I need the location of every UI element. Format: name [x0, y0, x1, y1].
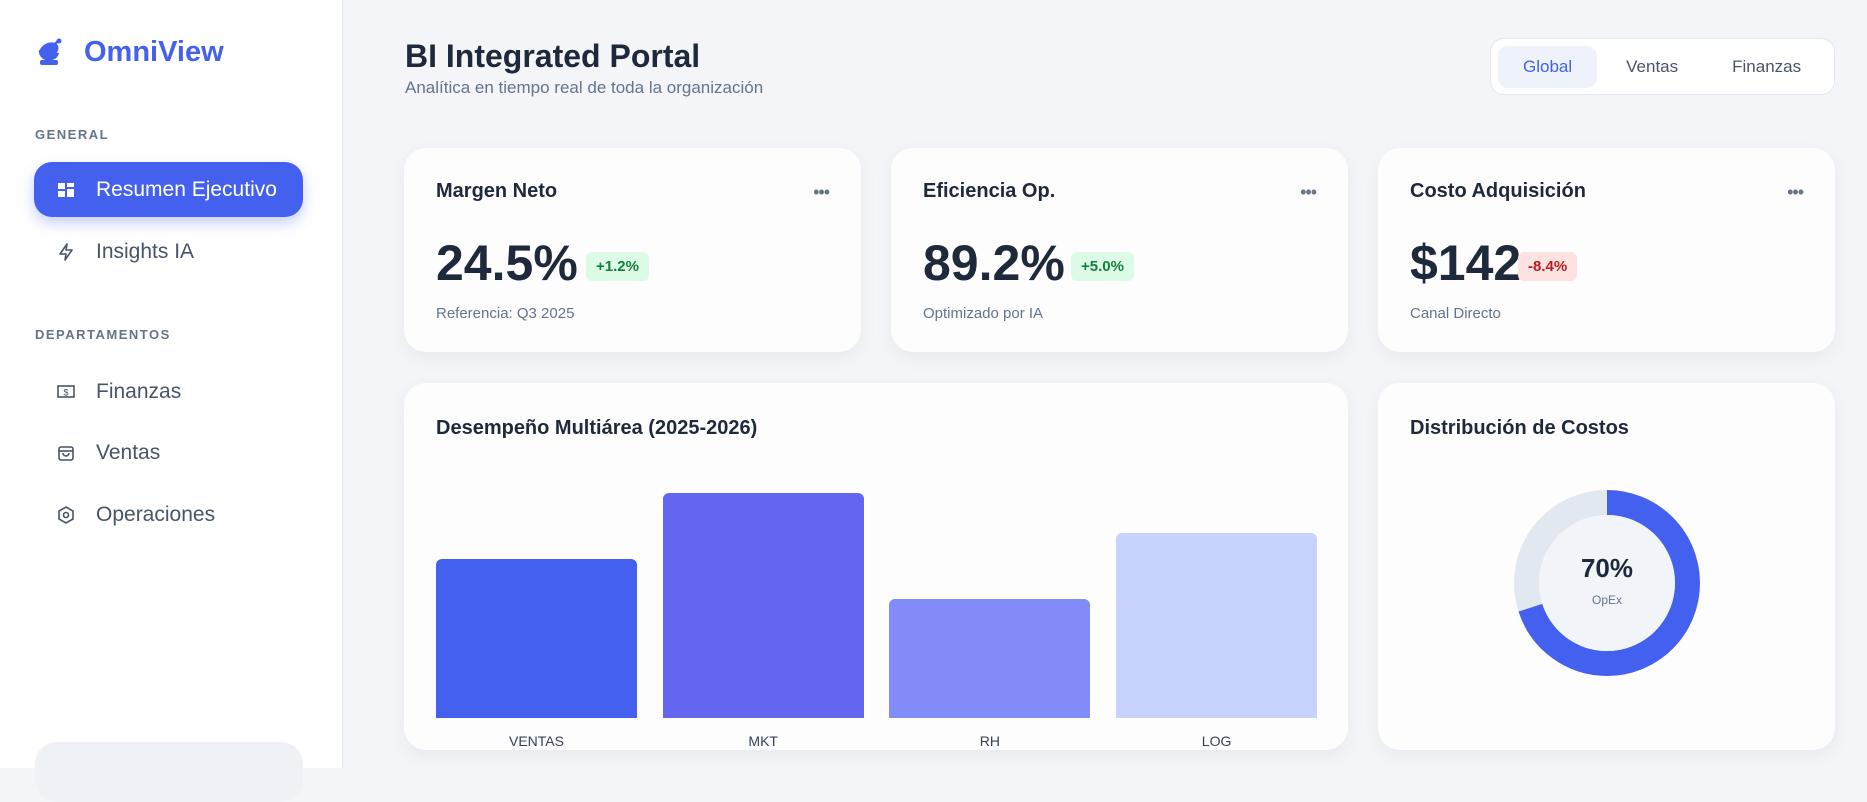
tab-finanzas[interactable]: Finanzas [1732, 56, 1802, 76]
kpi-delta-badge: +1.2% [586, 252, 649, 281]
brand-logo[interactable]: OmniView [36, 36, 224, 69]
kpi-note: Optimizado por IA [923, 305, 1044, 322]
page-subtitle: Analítica en tiempo real de toda la orga… [405, 78, 764, 97]
kpi-note: Referencia: Q3 2025 [436, 305, 575, 322]
chart-title: Desempeño Multiárea (2025-2026) [436, 417, 758, 439]
sidebar-item-label: Resumen Ejecutivo [96, 177, 277, 201]
bar-chart-card: Desempeño Multiárea (2025-2026) VENTAS MK… [404, 383, 1348, 750]
bar-log[interactable] [1116, 532, 1318, 718]
hexagon-gear-icon [58, 505, 74, 524]
dashboard-icon [58, 182, 74, 197]
sidebar-item-operaciones[interactable]: Operaciones [34, 487, 303, 542]
sidebar-item-ventas[interactable]: Ventas [34, 425, 303, 480]
shopping-bag-icon [58, 445, 74, 461]
kpi-card-eficiencia-op: Eficiencia Op. ••• 89.2% +5.0% Optimizad… [891, 148, 1348, 352]
sidebar-item-label: Insights IA [96, 239, 195, 263]
more-options-icon[interactable]: ••• [1300, 182, 1317, 202]
sidebar-item-label: Ventas [96, 440, 161, 464]
tab-ventas[interactable]: Ventas [1626, 56, 1679, 76]
bar-label: RH [979, 733, 1000, 749]
kpi-value: $142 [1410, 235, 1522, 291]
page-title: BI Integrated Portal [405, 38, 701, 74]
bar-mkt[interactable] [662, 492, 864, 718]
bar-ventas[interactable] [436, 559, 637, 718]
sidebar-item-insights-ia[interactable]: Insights IA [34, 224, 303, 279]
donut-slice-0[interactable] [1514, 490, 1700, 676]
kpi-value: 24.5% [436, 235, 578, 291]
sidebar-item-label: Operaciones [96, 502, 216, 526]
donut-center-value: 70% [1580, 553, 1634, 583]
kpi-delta-badge: -8.4% [1518, 252, 1578, 281]
bar-label: MKT [748, 733, 778, 749]
lightning-icon [59, 242, 73, 261]
bar-label: LOG [1201, 733, 1232, 749]
view-tabs: Global Ventas Finanzas [1490, 38, 1835, 95]
donut-center [1539, 515, 1675, 651]
section-label-general: GENERAL [35, 127, 110, 142]
kpi-title: Costo Adquisición [1410, 180, 1586, 202]
bar-rh[interactable] [889, 598, 1091, 718]
kpi-note: Canal Directo [1410, 305, 1501, 322]
section-label-departamentos: DEPARTAMENTOS [35, 327, 171, 342]
satellite-dish-icon [38, 38, 62, 65]
brand-name: OmniView [84, 36, 224, 68]
svg-text:$: $ [63, 387, 68, 397]
kpi-card-costo-adquisicion: Costo Adquisición ••• $142 -8.4% Canal D… [1378, 148, 1835, 352]
chart-title: Distribución de Costos [1410, 417, 1629, 439]
more-options-icon[interactable]: ••• [813, 182, 830, 202]
kpi-value: 89.2% [923, 235, 1065, 291]
subscription-card [35, 742, 303, 802]
donut-chart [1514, 490, 1700, 676]
sidebar: OmniView GENERAL Resumen Ejecutivo Insig… [0, 0, 343, 802]
kpi-title: Margen Neto [436, 180, 558, 202]
donut-center-label: OpEx [1591, 593, 1622, 607]
sidebar-item-finanzas[interactable]: $ Finanzas [34, 364, 303, 419]
kpi-delta-badge: +5.0% [1071, 252, 1134, 281]
tab-global[interactable]: Global [1498, 45, 1598, 88]
bar-label: VENTAS [509, 733, 564, 749]
kpi-title: Eficiencia Op. [923, 180, 1056, 202]
sidebar-item-resumen-ejecutivo[interactable]: Resumen Ejecutivo [34, 162, 303, 217]
sidebar-item-label: Finanzas [96, 379, 182, 403]
more-options-icon[interactable]: ••• [1787, 182, 1804, 202]
money-icon: $ [57, 384, 75, 398]
kpi-card-margen-neto: Margen Neto ••• 24.5% +1.2% Referencia: … [404, 148, 861, 352]
donut-chart-card: Distribución de Costos 70% OpEx [1378, 383, 1835, 750]
